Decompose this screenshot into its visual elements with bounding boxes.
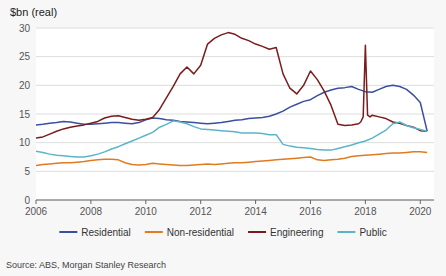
legend-label: Public <box>359 227 386 238</box>
x-tick <box>200 200 201 204</box>
legend-swatch <box>145 231 163 233</box>
y-tick-label: 25 <box>19 51 31 62</box>
legend-swatch <box>248 231 266 233</box>
grid-line <box>36 142 434 143</box>
x-tick-label: 2018 <box>354 206 377 217</box>
x-tick <box>145 200 146 204</box>
x-tick-label: 2016 <box>299 206 322 217</box>
series-line <box>36 121 427 157</box>
series-line <box>36 152 427 166</box>
source: Source: ABS, Morgan Stanley Research <box>6 260 166 270</box>
lines <box>36 33 427 166</box>
x-tick-label: 2014 <box>244 206 267 217</box>
legend-swatch <box>337 231 355 233</box>
legend-label: Residential <box>81 227 130 238</box>
y-tick-label: 20 <box>19 80 31 91</box>
grid-line <box>36 171 434 172</box>
x-tick <box>36 200 37 204</box>
x-tick-label: 2010 <box>135 206 158 217</box>
x-tick <box>310 200 311 204</box>
grid-line <box>36 114 434 115</box>
x-tick <box>90 200 91 204</box>
legend: Residential Non-residential Engineering Pub… <box>59 227 386 238</box>
y-tick-label: 0 <box>24 195 30 206</box>
y-tick-label: 30 <box>19 23 31 34</box>
x-tick <box>420 200 421 204</box>
x-tick-label: 2008 <box>80 206 103 217</box>
x-tick-label: 2006 <box>25 206 48 217</box>
background <box>0 0 446 276</box>
plot-area <box>36 28 434 200</box>
x-tick-label: 2020 <box>409 206 432 217</box>
x-tick <box>365 200 366 204</box>
legend-label: Engineering <box>270 227 323 238</box>
y-tick-label: 15 <box>19 109 31 120</box>
grid-line <box>36 28 434 29</box>
series-line <box>36 33 427 138</box>
series-line <box>36 85 427 131</box>
legend-label: Non-residential <box>167 227 234 238</box>
x-tick <box>255 200 256 204</box>
grid-line <box>36 200 434 201</box>
grid-line <box>36 85 434 86</box>
x-tick-label: 2012 <box>190 206 213 217</box>
grid-line <box>36 56 434 57</box>
y-tick-label: 10 <box>19 137 31 148</box>
legend-swatch <box>59 231 77 233</box>
y-tick-label: 5 <box>24 166 30 177</box>
chart: $bn (real) 0 5 10 15 20 25 30 2006 2008 2010 2012 20… <box>0 0 446 276</box>
title: $bn (real) <box>10 6 57 18</box>
x-axis-line <box>36 200 434 201</box>
